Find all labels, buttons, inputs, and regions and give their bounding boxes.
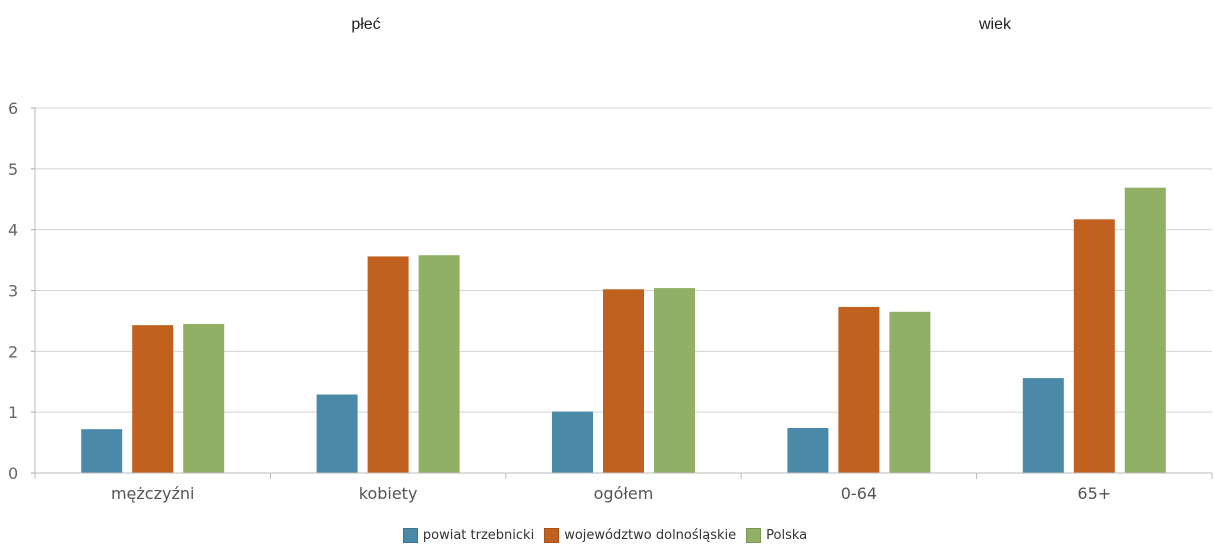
- y-tick-label: 5: [8, 160, 18, 179]
- bar[interactable]: [367, 256, 409, 473]
- legend-swatch-icon: [746, 528, 762, 543]
- y-tick-label: 0: [8, 464, 18, 483]
- x-tick-label: 0-64: [841, 484, 877, 503]
- bar[interactable]: [838, 306, 880, 473]
- bar[interactable]: [81, 429, 123, 473]
- bar[interactable]: [787, 427, 829, 473]
- bar[interactable]: [654, 288, 695, 473]
- legend-label: powiat trzebnicki: [422, 528, 535, 543]
- bar[interactable]: [889, 311, 931, 473]
- bar-chart: 0 1 2 3 4 5 6 mężczyźni kobiety ogółem 0-64 65+: [8, 99, 1213, 503]
- group-header-age: wiek: [978, 16, 1011, 33]
- bar[interactable]: [1022, 378, 1064, 473]
- x-tick-label: mężczyźni: [111, 484, 194, 503]
- y-tick-label: 2: [8, 342, 18, 361]
- legend-swatch-icon: [544, 528, 560, 543]
- x-tick-label: 65+: [1077, 484, 1111, 503]
- legend-item-powiat[interactable]: powiat trzebnicki: [402, 528, 535, 543]
- bar[interactable]: [316, 394, 358, 473]
- bar[interactable]: [132, 325, 174, 473]
- y-tick-label: 4: [8, 221, 18, 240]
- bar[interactable]: [1073, 219, 1115, 473]
- bar[interactable]: [603, 289, 644, 473]
- legend-label: Polska: [766, 528, 808, 543]
- y-tick-label: 1: [8, 403, 18, 422]
- legend-item-wojewodztwo[interactable]: województwo dolnośląskie: [544, 528, 736, 543]
- legend: powiat trzebnicki województwo dolnośląsk…: [0, 528, 1214, 543]
- legend-label: województwo dolnośląskie: [564, 528, 737, 543]
- legend-item-polska[interactable]: Polska: [746, 528, 807, 543]
- bar[interactable]: [183, 323, 225, 473]
- y-tick-label: 6: [8, 99, 18, 118]
- bar[interactable]: [552, 411, 593, 473]
- y-tick-label: 3: [8, 282, 18, 301]
- group-header-sex: płeć: [351, 16, 381, 33]
- legend-swatch-icon: [402, 528, 418, 543]
- x-tick-label: ogółem: [594, 484, 654, 503]
- x-tick-label: kobiety: [359, 484, 418, 503]
- bar[interactable]: [1124, 187, 1166, 474]
- axes: 0 1 2 3 4 5 6 mężczyźni kobiety ogółem 0-64 65+: [8, 99, 1213, 503]
- bar[interactable]: [418, 255, 460, 473]
- bars: [81, 187, 1166, 474]
